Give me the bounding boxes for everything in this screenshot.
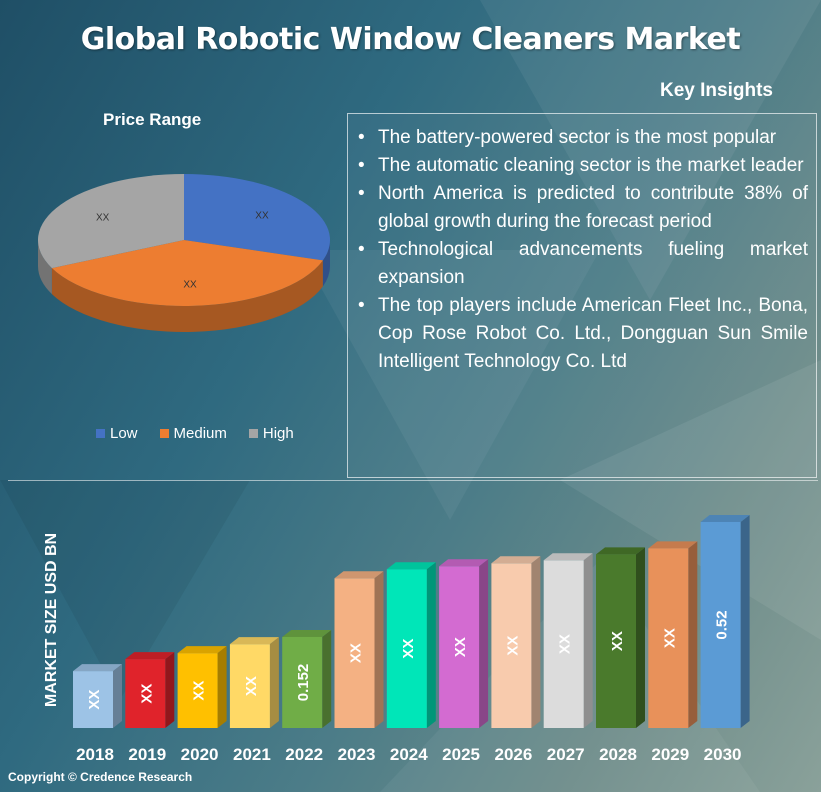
bar-category-label: 2025 [442,745,480,764]
bar-side-2029 [688,541,698,728]
insight-item: The top players include American Fleet I… [358,292,808,376]
bar-side-2030 [740,514,750,728]
bar-side-2024 [426,562,436,728]
bar-value-label: XX [348,643,365,663]
bar-2029 [648,548,689,728]
copyright-text: Copyright © Credence Research [8,770,193,784]
bar-2019 [125,659,166,728]
bar-side-2020 [217,646,227,728]
section-divider [8,480,818,481]
bar-category-label: 2026 [494,745,532,764]
bar-value-label: 0.52 [714,610,731,639]
legend-label: Medium [173,425,227,442]
bar-top-2020 [177,646,227,654]
legend-swatch [159,429,169,438]
bar-value-label: XX [400,639,417,659]
bar-top-2021 [229,637,279,645]
bar-2020 [177,653,218,728]
bar-top-2025 [439,559,489,567]
bar-category-label: 2027 [547,745,585,764]
pie-data-label: XX [255,210,269,221]
bar-side-2028 [636,547,645,728]
bar-value-label: 0.152 [295,664,312,702]
legend-swatch [96,429,105,438]
insight-item: Technological advancements fueling marke… [358,236,808,292]
legend-label: Low [110,425,138,442]
legend-label: High [262,425,294,442]
bar-category-label: 2018 [76,745,114,764]
pie-legend: Low Medium High [96,425,294,442]
bar-value-label: XX [557,634,574,654]
bar-category-label: 2023 [338,745,376,764]
bar-2018 [73,671,113,728]
bar-top-2024 [386,562,436,570]
bar-side-2021 [269,637,279,728]
bar-value-label: XX [504,636,521,656]
bar-side-2019 [165,652,175,728]
bar-top-2018 [73,664,122,672]
insight-item: The battery-powered sector is the most p… [358,124,808,152]
bar-value-label: XX [661,628,678,648]
bar-value-label: XX [609,631,626,651]
bar-top-2019 [125,652,175,660]
bar-top-2030 [700,514,750,522]
bar-2022 [282,636,323,728]
bar-side-2025 [479,559,489,728]
bar-category-label: 2028 [599,745,637,764]
pie-slice-high [37,174,184,269]
bar-value-label: XX [452,637,469,657]
bar-side-2026 [531,556,541,728]
bar-value-label: XX [86,690,103,710]
pie-slice-side-medium [51,260,323,333]
bar-2025 [439,566,480,728]
bar-top-2027 [543,553,593,561]
bar-2023 [334,578,375,728]
pie-slice-low [184,174,330,261]
bar-top-2028 [596,547,645,555]
insight-item: North America is predicted to contribute… [358,180,808,236]
pie-data-label: XX [183,279,197,290]
page-title: Global Robotic Window Cleaners Market [80,22,741,57]
insights-panel: The battery-powered sector is the most p… [347,113,817,478]
bar-value-label: XX [138,684,155,704]
bar-side-2023 [374,571,384,728]
bar-category-label: 2024 [390,745,428,764]
insights-heading: Key Insights [660,80,773,101]
bar-2028 [596,554,636,728]
bar-category-label: 2029 [651,745,689,764]
legend-swatch [248,429,258,438]
bar-side-2027 [583,553,593,728]
bar-top-2029 [648,541,698,549]
bar-top-2026 [491,556,541,564]
bar-2021 [229,644,270,728]
legend-item-medium: Medium [159,425,227,442]
pie-slice-medium [51,240,323,306]
bar-category-label: 2019 [128,745,166,764]
bar-category-label: 2021 [233,745,271,764]
legend-item-high: High [248,425,294,442]
pie-chart-title: Price Range [103,110,202,129]
bar-top-2022 [282,629,332,637]
bar-category-label: 2030 [704,745,742,764]
bar-2024 [386,569,427,728]
bar-2026 [491,563,532,728]
insight-item: The automatic cleaning sector is the mar… [358,152,808,180]
bar-category-label: 2020 [181,745,219,764]
bar-2027 [543,560,584,728]
bar-side-2022 [322,629,332,728]
bar-top-2023 [334,571,384,579]
pie-slice-side-high [38,240,52,295]
bar-value-label: XX [191,681,208,701]
bar-side-2018 [113,664,122,728]
insights-list: The battery-powered sector is the most p… [348,114,816,376]
bar-value-label: XX [243,676,260,696]
pie-slice-side-low [322,240,330,287]
pie-data-label: XX [96,213,110,224]
bar-2030 [700,521,741,728]
legend-item-low: Low [96,425,138,442]
bar-category-label: 2022 [285,745,323,764]
